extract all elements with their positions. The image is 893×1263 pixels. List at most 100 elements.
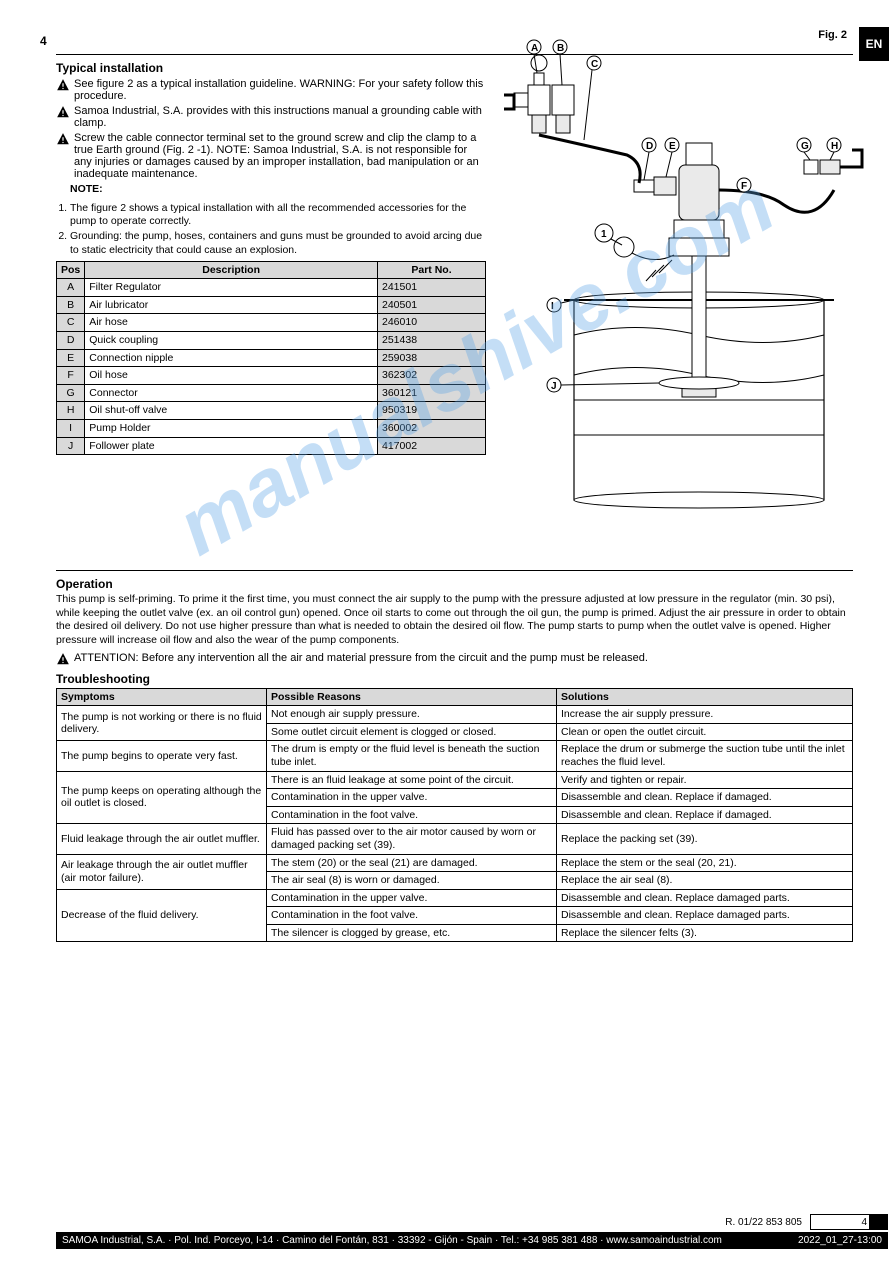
install-note: NOTE: — [70, 183, 486, 196]
troubleshooting-section: Troubleshooting Symptoms Possible Reason… — [56, 672, 853, 943]
table-row: AFilter Regulator241501 — [57, 279, 486, 297]
parts-cell-desc: Quick coupling — [85, 332, 378, 350]
trouble-cell-solution: Replace the drum or submerge the suction… — [557, 741, 853, 771]
trouble-cell-symptom: The pump begins to operate very fast. — [57, 741, 267, 771]
svg-text:D: D — [646, 141, 653, 152]
trouble-cell-symptom: The pump keeps on operating although the… — [57, 771, 267, 824]
page-number: 4 — [40, 34, 47, 48]
svg-text:C: C — [591, 59, 598, 70]
trouble-cell-reason: Contamination in the foot valve. — [267, 907, 557, 925]
trouble-cell-solution: Clean or open the outlet circuit. — [557, 723, 853, 741]
parts-cell-desc: Oil shut-off valve — [85, 402, 378, 420]
trouble-cell-solution: Replace the packing set (39). — [557, 824, 853, 854]
svg-text:A: A — [531, 43, 538, 54]
mid-rule — [56, 570, 853, 571]
parts-cell-ref: 240501 — [378, 296, 486, 314]
trouble-cell-reason: Not enough air supply pressure. — [267, 706, 557, 724]
footer-bar: SAMOA Industrial, S.A. · Pol. Ind. Porce… — [56, 1232, 888, 1249]
trouble-cell-reason: Some outlet circuit element is clogged o… — [267, 723, 557, 741]
parts-cell-desc: Oil hose — [85, 367, 378, 385]
warning-icon — [56, 652, 70, 666]
trouble-cell-symptom: Decrease of the fluid delivery. — [57, 889, 267, 942]
parts-cell-ref: 251438 — [378, 332, 486, 350]
trouble-cell-reason: Fluid has passed over to the air motor c… — [267, 824, 557, 854]
warning-icon — [56, 78, 70, 92]
parts-cell-desc: Air hose — [85, 314, 378, 332]
trouble-cell-symptom: Fluid leakage through the air outlet muf… — [57, 824, 267, 854]
parts-cell-desc: Follower plate — [85, 437, 378, 455]
install-text-2: Samoa Industrial, S.A. provides with thi… — [74, 105, 486, 129]
trouble-cell-solution: Disassemble and clean. Replace if damage… — [557, 806, 853, 824]
parts-cell-pos: A — [57, 279, 85, 297]
note-label: NOTE: — [70, 183, 103, 195]
parts-cell-desc: Connection nipple — [85, 349, 378, 367]
trouble-cell-reason: Contamination in the upper valve. — [267, 889, 557, 907]
svg-text:H: H — [831, 141, 838, 152]
operation-intro: This pump is self-priming. To prime it t… — [56, 593, 853, 648]
trouble-cell-reason: There is an fluid leakage at some point … — [267, 771, 557, 789]
parts-cell-ref: 417002 — [378, 437, 486, 455]
parts-cell-pos: G — [57, 384, 85, 402]
trouble-cell-reason: The silencer is clogged by grease, etc. — [267, 924, 557, 942]
parts-cell-ref: 241501 — [378, 279, 486, 297]
top-section: Typical installation See figure 2 as a t… — [56, 55, 853, 560]
table-row: The pump begins to operate very fast.The… — [57, 741, 853, 771]
trouble-cell-solution: Verify and tighten or repair. — [557, 771, 853, 789]
installation-diagram: A B C D E F G H — [504, 15, 864, 528]
table-row: CAir hose246010 — [57, 314, 486, 332]
parts-cell-ref: 362302 — [378, 367, 486, 385]
warning-icon — [56, 132, 70, 146]
parts-cell-pos: C — [57, 314, 85, 332]
parts-cell-ref: 360121 — [378, 384, 486, 402]
warning-icon — [56, 105, 70, 119]
table-row: Air leakage through the air outlet muffl… — [57, 854, 853, 872]
trouble-cell-reason: The stem (20) or the seal (21) are damag… — [267, 854, 557, 872]
trouble-cell-solution: Increase the air supply pressure. — [557, 706, 853, 724]
table-row: FOil hose362302 — [57, 367, 486, 385]
table-row: Symptoms Possible Reasons Solutions — [57, 688, 853, 706]
install-para-3: Screw the cable connector terminal set t… — [56, 132, 486, 180]
parts-cell-ref: 246010 — [378, 314, 486, 332]
trouble-col-reason: Possible Reasons — [267, 688, 557, 706]
svg-text:1: 1 — [601, 229, 607, 240]
installation-title: Typical installation — [56, 61, 486, 75]
table-row: IPump Holder360002 — [57, 419, 486, 437]
install-step-2: Grounding: the pump, hoses, containers a… — [70, 230, 486, 256]
trouble-cell-solution: Disassemble and clean. Replace if damage… — [557, 789, 853, 807]
parts-table: Pos Description Part No. AFilter Regulat… — [56, 261, 486, 456]
table-row: EConnection nipple259038 — [57, 349, 486, 367]
parts-cell-pos: H — [57, 402, 85, 420]
parts-cell-pos: F — [57, 367, 85, 385]
table-row: GConnector360121 — [57, 384, 486, 402]
parts-cell-pos: D — [57, 332, 85, 350]
table-row: Decrease of the fluid delivery.Contamina… — [57, 889, 853, 907]
trouble-cell-reason: The air seal (8) is worn or damaged. — [267, 872, 557, 890]
table-row: HOil shut-off valve950319 — [57, 402, 486, 420]
parts-cell-ref: 950319 — [378, 402, 486, 420]
troubleshooting-title: Troubleshooting — [56, 672, 853, 686]
parts-cell-pos: B — [57, 296, 85, 314]
svg-text:G: G — [801, 141, 809, 152]
trouble-cell-reason: Contamination in the foot valve. — [267, 806, 557, 824]
install-step-1: The figure 2 shows a typical installatio… — [70, 202, 486, 228]
trouble-cell-solution: Disassemble and clean. Replace damaged p… — [557, 889, 853, 907]
left-column: Typical installation See figure 2 as a t… — [56, 55, 486, 560]
operation-attention: ATTENTION: Before any intervention all t… — [56, 652, 853, 666]
parts-cell-pos: I — [57, 419, 85, 437]
parts-col-ref: Part No. — [378, 261, 486, 279]
parts-cell-pos: J — [57, 437, 85, 455]
footer-page-box: 4 — [810, 1214, 870, 1230]
table-row: The pump is not working or there is no f… — [57, 706, 853, 724]
trouble-cell-solution: Replace the silencer felts (3). — [557, 924, 853, 942]
parts-cell-desc: Connector — [85, 384, 378, 402]
install-text-1: See figure 2 as a typical installation g… — [74, 78, 486, 102]
operation-attention-text: ATTENTION: Before any intervention all t… — [74, 652, 648, 664]
install-para-2: Samoa Industrial, S.A. provides with thi… — [56, 105, 486, 129]
trouble-cell-solution: Replace the air seal (8). — [557, 872, 853, 890]
parts-cell-desc: Air lubricator — [85, 296, 378, 314]
svg-text:E: E — [669, 141, 676, 152]
svg-text:B: B — [557, 43, 564, 54]
parts-col-pos: Pos — [57, 261, 85, 279]
footer-dark-box — [870, 1214, 888, 1230]
trouble-cell-symptom: The pump is not working or there is no f… — [57, 706, 267, 741]
